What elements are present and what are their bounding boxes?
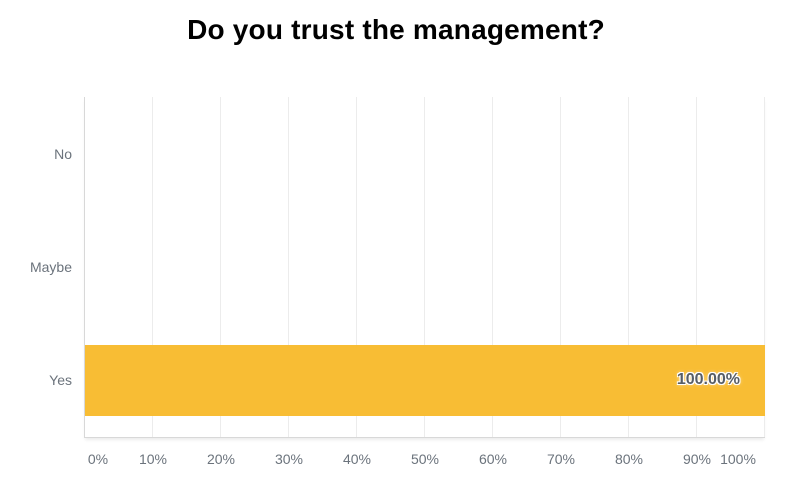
x-tick-label: 0% (87, 451, 109, 467)
gridline (764, 97, 765, 437)
x-tick-label: 80% (614, 451, 644, 467)
x-tick-label: 60% (478, 451, 508, 467)
x-tick-label: 90% (682, 451, 712, 467)
chart-title: Do you trust the management? (187, 14, 605, 45)
y-category-label: Maybe (29, 259, 72, 275)
y-category-label: No (54, 145, 72, 162)
gridline (696, 97, 697, 437)
bar-value-label: 100.00% (676, 371, 740, 389)
gridline (560, 97, 561, 437)
gridline (628, 97, 629, 437)
y-category-label: Yes (49, 372, 72, 389)
plot-area: 0% 10% 20% 30% 40% 50% 60% 70% 80% 90% 100% No Maybe… (30, 97, 765, 467)
x-tick-label: 10% (138, 451, 168, 467)
x-tick-label: 50% (410, 451, 440, 467)
bar-yes[interactable]: 100.00% (85, 344, 765, 416)
gridline (424, 97, 425, 437)
x-tick-label: 20% (206, 451, 236, 467)
x-tick-label: 30% (274, 451, 304, 467)
x-tick-label: 70% (546, 451, 576, 467)
x-tick-label: 40% (342, 451, 372, 467)
gridline (152, 97, 153, 437)
x-tick-label: 100% (720, 451, 756, 467)
gridline (220, 97, 221, 437)
gridline (356, 97, 357, 437)
gridline (492, 97, 493, 437)
gridline (288, 97, 289, 437)
